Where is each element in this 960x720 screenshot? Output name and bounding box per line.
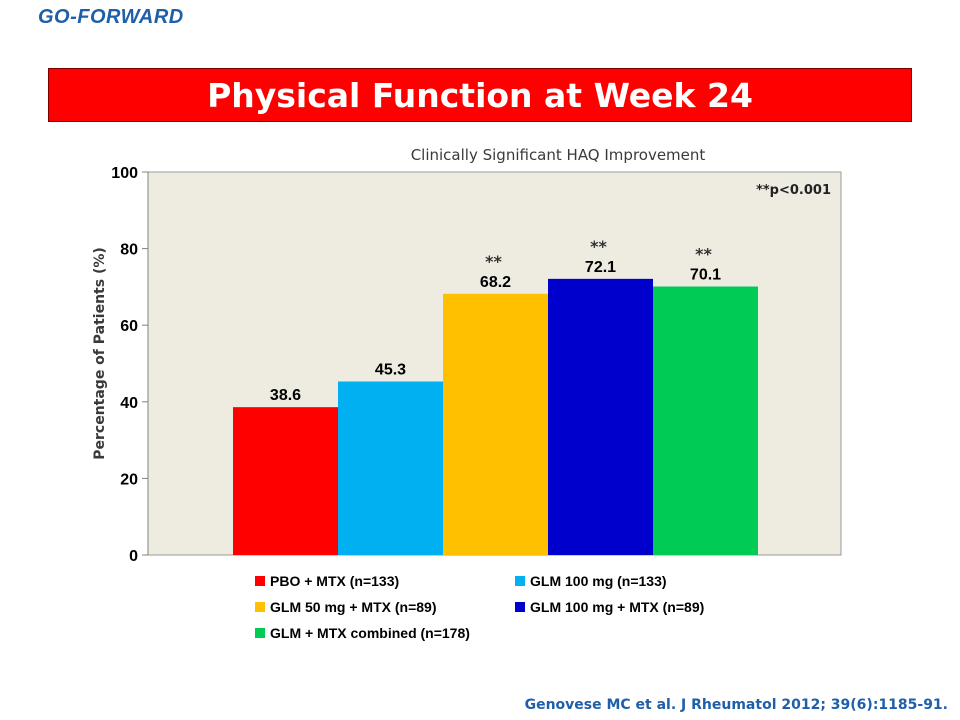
legend-swatch xyxy=(515,576,525,586)
bar xyxy=(443,293,548,555)
significance-marker: ** xyxy=(590,237,607,256)
legend-item: GLM + MTX combined (n=178) xyxy=(255,625,470,641)
title-banner: Physical Function at Week 24 xyxy=(48,68,912,122)
bar xyxy=(233,407,338,555)
bar-value-label: 68.2 xyxy=(480,274,511,291)
y-tick-label: 0 xyxy=(129,548,138,565)
bar-value-label: 38.6 xyxy=(270,387,301,404)
y-tick-label: 40 xyxy=(120,395,138,412)
legend-item: PBO + MTX (n=133) xyxy=(255,573,399,589)
legend-label: GLM 100 mg + MTX (n=89) xyxy=(530,599,705,615)
legend-swatch xyxy=(255,628,265,638)
y-tick-label: 20 xyxy=(120,471,138,488)
bar xyxy=(548,278,653,555)
y-tick-label: 80 xyxy=(120,242,138,259)
y-tick-label: 100 xyxy=(111,165,138,182)
legend-label: GLM 100 mg (n=133) xyxy=(530,573,667,589)
legend-item: GLM 100 mg (n=133) xyxy=(515,573,667,589)
y-tick-label: 60 xyxy=(120,318,138,335)
page-title: Physical Function at Week 24 xyxy=(207,75,753,115)
legend-swatch xyxy=(515,602,525,612)
citation: Genovese MC et al. J Rheumatol 2012; 39(… xyxy=(524,697,948,713)
y-axis-title: Percentage of Patients (%) xyxy=(92,247,108,460)
legend-label: GLM 50 mg + MTX (n=89) xyxy=(270,599,437,615)
bar-value-label: 45.3 xyxy=(375,362,406,379)
bar xyxy=(653,286,758,555)
study-tag: GO-FORWARD xyxy=(38,6,184,28)
legend-label: GLM + MTX combined (n=178) xyxy=(270,625,470,641)
bar-value-label: 72.1 xyxy=(585,259,616,276)
significance-marker: ** xyxy=(695,245,712,264)
significance-marker: ** xyxy=(485,252,502,271)
legend-swatch xyxy=(255,576,265,586)
bar xyxy=(338,381,443,555)
bar-value-label: 70.1 xyxy=(690,267,721,284)
legend-swatch xyxy=(255,602,265,612)
legend-item: GLM 100 mg + MTX (n=89) xyxy=(515,599,704,615)
legend-label: PBO + MTX (n=133) xyxy=(270,573,400,589)
chart-title: Clinically Significant HAQ Improvement xyxy=(410,146,706,164)
significance-note: **p<0.001 xyxy=(756,183,831,198)
legend-item: GLM 50 mg + MTX (n=89) xyxy=(255,599,436,615)
